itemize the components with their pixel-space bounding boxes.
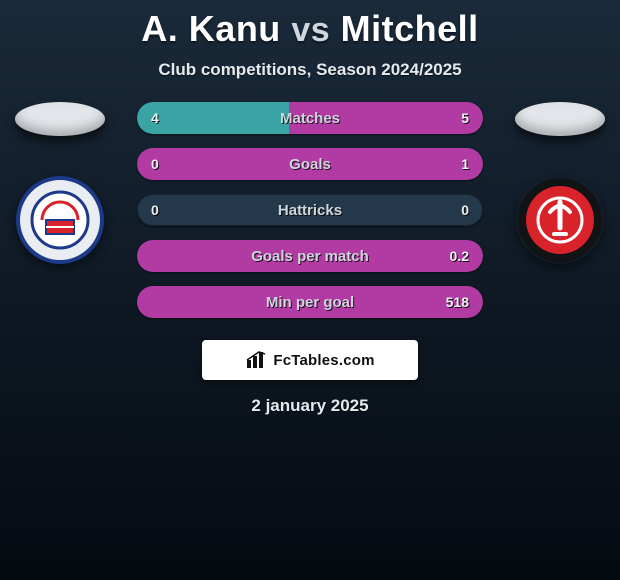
stat-bar-right <box>137 286 483 318</box>
stat-value-left: 0 <box>151 194 159 226</box>
stat-bar-left <box>137 102 289 134</box>
subtitle: Club competitions, Season 2024/2025 <box>0 60 620 80</box>
brand-text: FcTables.com <box>273 352 374 369</box>
title-left-name: A. Kanu <box>141 8 281 49</box>
page-title: A. Kanu vs Mitchell <box>0 0 620 50</box>
club-crest-right <box>516 176 604 264</box>
stat-value-right: 0 <box>461 194 469 226</box>
player-left-silhouette <box>15 102 105 136</box>
reading-crest-icon <box>16 176 104 264</box>
player-left <box>10 102 110 264</box>
comparison-stage: 45Matches 01Goals 0 0Hattricks 0.2Goals per … <box>0 102 620 416</box>
stat-row: 01Goals <box>137 148 483 180</box>
stat-row: 0.2Goals per match <box>137 240 483 272</box>
stat-row: 518Min per goal <box>137 286 483 318</box>
stat-row: 45Matches <box>137 102 483 134</box>
stat-row: 0 0Hattricks <box>137 194 483 226</box>
stats-table: 45Matches 01Goals 0 0Hattricks 0.2Goals per … <box>137 102 483 318</box>
title-right-name: Mitchell <box>341 8 479 49</box>
stat-bar-right <box>137 148 483 180</box>
stat-bar-right <box>289 102 483 134</box>
charlton-crest-icon <box>516 176 604 264</box>
player-right-silhouette <box>515 102 605 136</box>
club-crest-left <box>16 176 104 264</box>
bar-chart-icon <box>245 350 267 370</box>
brand-box: FcTables.com <box>202 340 418 380</box>
title-separator: vs <box>291 11 330 49</box>
player-right <box>510 102 610 264</box>
stat-bar-right <box>137 240 483 272</box>
date-text: 2 january 2025 <box>0 396 620 416</box>
stat-label: Hattricks <box>137 194 483 226</box>
